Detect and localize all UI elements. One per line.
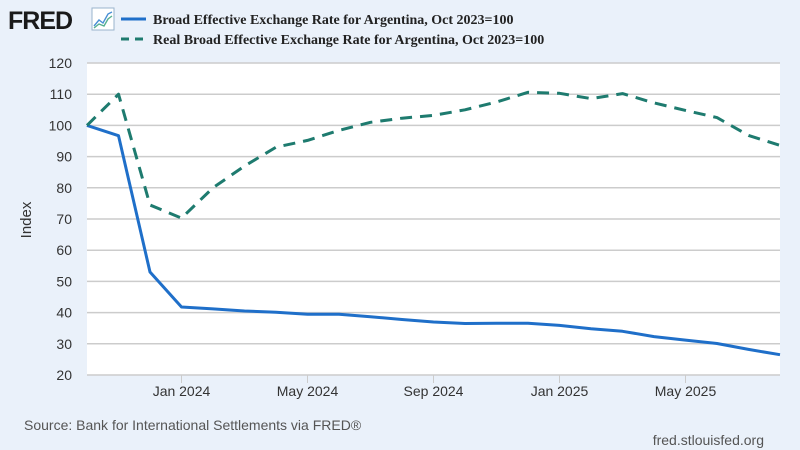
series-group bbox=[85, 90, 781, 357]
legend-label-real: Real Broad Effective Exchange Rate for A… bbox=[153, 33, 544, 48]
fred-logo-text: FRED bbox=[8, 7, 72, 35]
y-axis: 20 30 40 50 60 70 80 90 100 110 120 bbox=[49, 55, 73, 383]
y-tick-label: 50 bbox=[56, 273, 72, 289]
fred-logo[interactable]: FRED bbox=[8, 7, 115, 35]
legend-item-broad[interactable]: Broad Effective Exchange Rate for Argent… bbox=[121, 13, 514, 28]
y-tick-label: 100 bbox=[49, 117, 73, 133]
y-tick-label: 110 bbox=[50, 86, 73, 102]
y-axis-title: Index bbox=[18, 201, 35, 238]
legend-label-broad: Broad Effective Exchange Rate for Argent… bbox=[153, 13, 514, 28]
x-tick-label: May 2024 bbox=[277, 383, 339, 399]
x-tick-label: Jan 2024 bbox=[153, 383, 211, 399]
x-tick-label: May 2025 bbox=[655, 383, 717, 399]
x-tick-label: Jan 2025 bbox=[531, 383, 589, 399]
y-tick-label: 70 bbox=[56, 211, 72, 227]
y-tick-label: 90 bbox=[56, 149, 72, 165]
x-tick-label: Sep 2024 bbox=[404, 383, 464, 399]
source-note: Source: Bank for International Settlemen… bbox=[24, 417, 362, 433]
y-tick-label: 20 bbox=[56, 367, 72, 383]
y-tick-label: 30 bbox=[56, 336, 72, 352]
y-tick-label: 80 bbox=[56, 180, 72, 196]
y-tick-label: 40 bbox=[56, 305, 72, 321]
legend-item-real[interactable]: Real Broad Effective Exchange Rate for A… bbox=[121, 33, 544, 48]
line-chart-icon bbox=[91, 7, 115, 31]
x-axis: Jan 2024 May 2024 Sep 2024 Jan 2025 May 2025 bbox=[153, 375, 717, 399]
y-tick-label: 60 bbox=[56, 242, 72, 258]
site-link[interactable]: fred.stlouisfed.org bbox=[652, 432, 764, 448]
gridlines bbox=[87, 62, 780, 376]
series-line-broad[interactable] bbox=[86, 123, 781, 357]
legend: Broad Effective Exchange Rate for Argent… bbox=[121, 13, 544, 48]
series-line-real[interactable] bbox=[85, 90, 781, 220]
y-tick-label: 120 bbox=[49, 55, 73, 71]
